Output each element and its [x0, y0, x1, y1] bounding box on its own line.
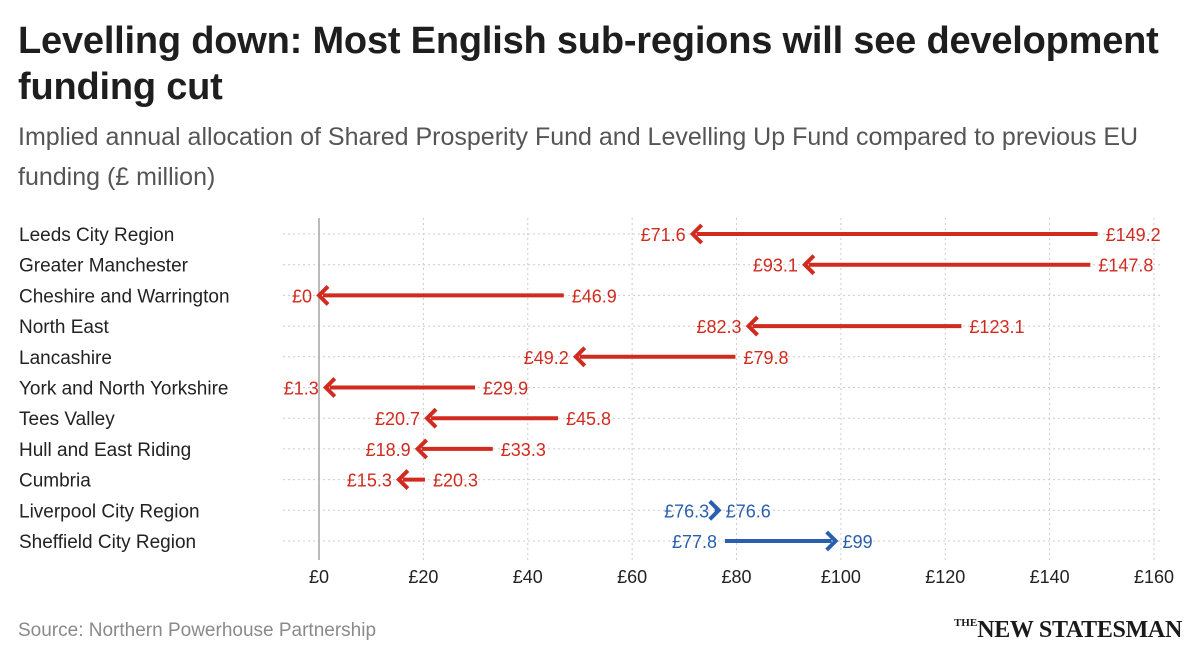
- region-label: Leeds City Region: [19, 225, 174, 246]
- from-value-label: £33.3: [501, 440, 546, 460]
- from-value-label: £147.8: [1098, 256, 1153, 276]
- region-label: Lancashire: [19, 348, 112, 369]
- from-value-label: £45.8: [566, 409, 611, 429]
- region-label: York and North Yorkshire: [19, 379, 228, 400]
- from-value-label: £149.2: [1106, 225, 1161, 245]
- x-tick-label: £120: [925, 567, 965, 587]
- arrow-head: [316, 284, 330, 306]
- region-label: Greater Manchester: [19, 256, 189, 277]
- region-labels: Leeds City Region Greater Manchester Chesh…: [19, 225, 230, 553]
- chart-subtitle: Implied annual allocation of Shared Pros…: [18, 123, 1139, 191]
- region-label: Liverpool City Region: [19, 501, 200, 522]
- to-value-label: £49.2: [524, 348, 569, 368]
- brand-prefix: THE: [953, 617, 978, 629]
- x-tick-label: £0: [309, 567, 329, 587]
- arrow-head: [396, 469, 410, 491]
- x-tick-label: £80: [721, 567, 751, 587]
- from-value-label: £79.8: [743, 348, 788, 368]
- to-value-label: £15.3: [347, 471, 392, 491]
- x-tick-label: £20: [408, 567, 438, 587]
- arrow-chart: £0 £20 £40 £60 £80 £100 £120 £140 £160 Leeds Cit…: [19, 218, 1174, 587]
- brand-logo: THENEW STATESMAN: [954, 617, 1182, 644]
- to-value-label: £18.9: [366, 440, 411, 460]
- from-value-label: £29.9: [483, 379, 528, 399]
- to-value-label: £71.6: [641, 225, 686, 245]
- arrow-head: [689, 223, 704, 245]
- to-value-label: £76.6: [726, 501, 771, 521]
- from-value-label: £76.3: [664, 501, 709, 521]
- to-value-label: £20.7: [375, 409, 420, 429]
- to-value-label: £99: [843, 532, 873, 552]
- arrow-marks: £149.2 £71.6 £147.8 £93.1 £46.9 £0 £123.1 £82.3…: [284, 223, 1161, 552]
- region-label: Hull and East Riding: [19, 440, 191, 461]
- from-value-label: £123.1: [969, 317, 1024, 337]
- brand-name: NEW STATESMAN: [977, 617, 1182, 643]
- region-label: North East: [19, 317, 109, 338]
- x-axis: £0 £20 £40 £60 £80 £100 £120 £140 £160: [309, 567, 1174, 587]
- arrow-head: [708, 499, 722, 521]
- to-value-label: £0: [292, 286, 312, 306]
- region-label: Sheffield City Region: [19, 532, 196, 553]
- arrow-head: [825, 530, 839, 552]
- arrow-head: [802, 254, 816, 276]
- arrow-head: [572, 346, 587, 368]
- arrow-head: [322, 377, 337, 398]
- to-value-label: £93.1: [753, 256, 798, 276]
- x-tick-label: £140: [1030, 567, 1070, 587]
- x-tick-label: £60: [617, 567, 647, 587]
- x-tick-label: £40: [513, 567, 543, 587]
- region-label: Cheshire and Warrington: [19, 286, 230, 307]
- to-value-label: £82.3: [696, 317, 741, 337]
- from-value-label: £20.3: [433, 471, 478, 491]
- region-label: Tees Valley: [19, 409, 115, 430]
- arrow-head: [424, 407, 438, 429]
- source-note: Source: Northern Powerhouse Partnership: [18, 620, 377, 641]
- region-label: Cumbria: [19, 471, 91, 492]
- arrow-head: [745, 315, 759, 337]
- to-value-label: £1.3: [284, 379, 319, 399]
- x-tick-label: £160: [1134, 567, 1174, 587]
- chart-title: Levelling down: Most English sub-regions…: [18, 20, 1159, 108]
- from-value-label: £77.8: [672, 532, 717, 552]
- from-value-label: £46.9: [572, 286, 617, 306]
- arrow-head: [414, 438, 429, 460]
- x-tick-label: £100: [821, 567, 861, 587]
